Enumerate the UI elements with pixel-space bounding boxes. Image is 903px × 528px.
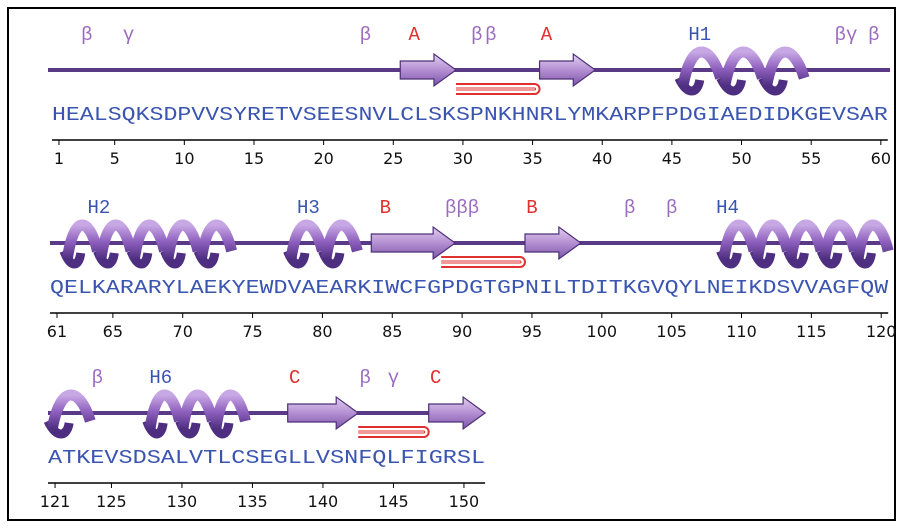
residue-number: 85 xyxy=(382,322,402,341)
strand xyxy=(540,54,596,86)
hairpin xyxy=(441,261,521,263)
structure-label: H2 xyxy=(87,197,110,219)
structure-label: γ xyxy=(388,367,399,389)
structure-label: H4 xyxy=(716,197,739,219)
residue-number: 121 xyxy=(40,492,71,511)
residue-number: 20 xyxy=(313,149,333,168)
residue-number: 100 xyxy=(587,322,618,341)
residue-number: 5 xyxy=(110,149,120,168)
structure-label: C xyxy=(430,367,441,389)
residue-number: 10 xyxy=(174,149,194,168)
residue-number: 25 xyxy=(383,149,403,168)
residue-number: 45 xyxy=(662,149,682,168)
residue-number: 1 xyxy=(54,149,64,168)
residue-number: 65 xyxy=(103,322,123,341)
residue-number: 150 xyxy=(449,492,480,511)
residue-number: 110 xyxy=(726,322,757,341)
strand xyxy=(371,227,455,259)
structure-label: γ xyxy=(123,24,134,46)
residue-number: 55 xyxy=(801,149,821,168)
structure-label: βγ xyxy=(835,24,858,46)
hairpin xyxy=(456,84,540,94)
residue-number: 61 xyxy=(47,322,67,341)
hairpin xyxy=(441,257,525,267)
structure-label: β xyxy=(624,197,635,219)
structure-label: β xyxy=(485,24,496,46)
structure-label: β xyxy=(471,24,482,46)
hairpin xyxy=(358,427,429,437)
page: {"rows": [ {"sequence": "HEALSQKSDPVVSYR… xyxy=(0,0,903,528)
residue-number: 50 xyxy=(731,149,751,168)
residue-number: 95 xyxy=(522,322,542,341)
structure-label: β xyxy=(81,24,92,46)
residue-number: 105 xyxy=(656,322,687,341)
sequence: QELKARARYLAEKYEWDVAEARKIWCFGPDGTGPNILTDI… xyxy=(50,277,889,299)
structure-label: H1 xyxy=(688,24,711,46)
residue-number: 70 xyxy=(173,322,193,341)
strand xyxy=(525,227,581,259)
hairpin xyxy=(358,431,425,433)
structure-label: β xyxy=(92,367,103,389)
structure-label: A xyxy=(408,24,420,46)
strand xyxy=(400,54,456,86)
residue-number: 135 xyxy=(237,492,268,511)
residue-number: 120 xyxy=(866,322,897,341)
sequence: HEALSQKSDPVVSYRETVSEESNVLCLSKSPNKHNRLYMK… xyxy=(52,104,888,126)
residue-number: 15 xyxy=(244,149,264,168)
structure-label: H3 xyxy=(297,197,320,219)
residue-number: 140 xyxy=(308,492,339,511)
residue-number: 30 xyxy=(453,149,473,168)
structure-label: β xyxy=(868,24,879,46)
structure-label: C xyxy=(289,367,300,389)
structure-label: A xyxy=(541,24,553,46)
residue-number: 35 xyxy=(522,149,542,168)
structure-label: H6 xyxy=(149,367,172,389)
residue-number: 80 xyxy=(312,322,332,341)
structure-label: β xyxy=(360,24,371,46)
strand xyxy=(288,397,359,429)
structure-label: βββ xyxy=(445,197,479,219)
structure-label: B xyxy=(380,197,391,219)
residue-number: 60 xyxy=(871,149,891,168)
structure-label: B xyxy=(526,197,537,219)
diagram: βγβAββAH1βγβHEALSQKSDPVVSYRETVSEESNVLCLS… xyxy=(0,0,903,528)
residue-number: 75 xyxy=(242,322,262,341)
hairpin xyxy=(456,88,536,90)
residue-number: 40 xyxy=(592,149,612,168)
strand xyxy=(429,397,485,429)
residue-number: 125 xyxy=(96,492,127,511)
structure-label: β xyxy=(360,367,371,389)
structure-label: β xyxy=(666,197,677,219)
residue-number: 145 xyxy=(378,492,409,511)
residue-number: 130 xyxy=(167,492,198,511)
residue-number: 115 xyxy=(796,322,827,341)
residue-number: 90 xyxy=(452,322,472,341)
sequence: ATKEVSDSALVTLCSEGLLVSNFQLFIGRSL xyxy=(48,447,485,469)
